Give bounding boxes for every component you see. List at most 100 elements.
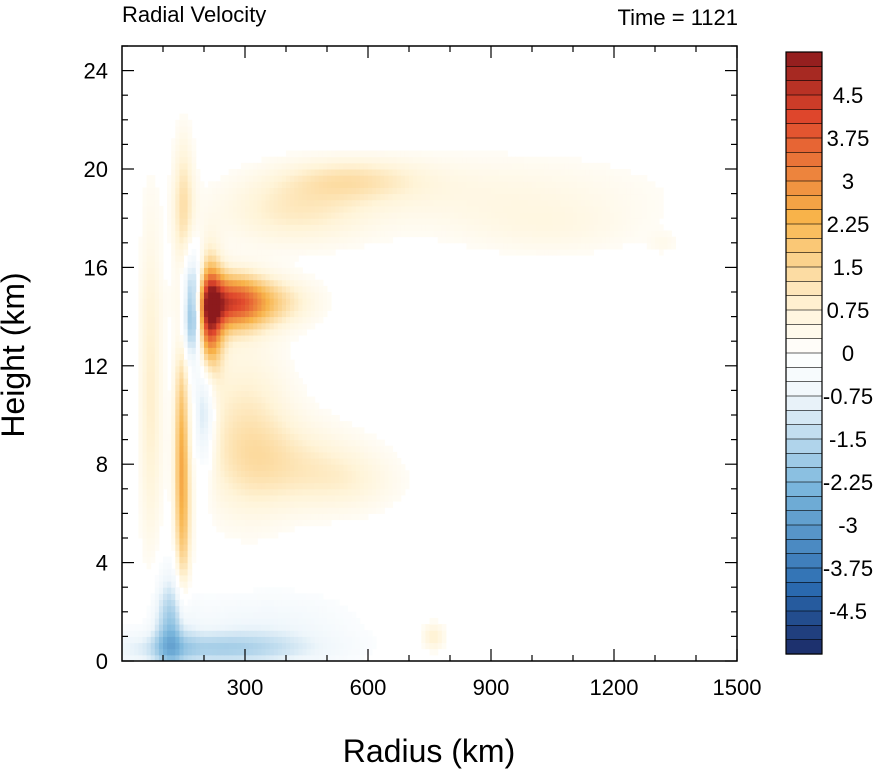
heatmap-cell bbox=[183, 624, 189, 631]
heatmap-cell bbox=[249, 654, 254, 662]
heatmap-cell bbox=[257, 359, 262, 367]
heatmap-cell bbox=[351, 193, 357, 201]
heatmap-cell bbox=[425, 181, 430, 188]
heatmap-cell bbox=[204, 384, 209, 391]
heatmap-cell bbox=[343, 236, 348, 244]
heatmap-cell bbox=[359, 501, 365, 508]
heatmap-cell bbox=[298, 519, 303, 527]
heatmap-cell bbox=[351, 654, 357, 662]
heatmap-cell bbox=[163, 636, 168, 644]
heatmap-cell bbox=[187, 390, 193, 398]
heatmap-cell bbox=[179, 630, 184, 637]
heatmap-cell bbox=[486, 218, 492, 225]
heatmap-cell bbox=[368, 199, 373, 207]
heatmap-cell bbox=[138, 513, 143, 521]
heatmap-cell bbox=[212, 494, 217, 502]
heatmap-cell bbox=[343, 212, 348, 219]
heatmap-cell bbox=[581, 212, 586, 219]
heatmap-cell bbox=[335, 242, 340, 250]
heatmap-cell bbox=[232, 433, 238, 441]
heatmap-cell bbox=[618, 224, 623, 231]
heatmap-cell bbox=[306, 501, 312, 508]
heatmap-cell bbox=[564, 156, 570, 164]
heatmap-cell bbox=[482, 169, 488, 176]
heatmap-cell bbox=[302, 519, 307, 527]
heatmap-cell bbox=[290, 402, 295, 410]
heatmap-cell bbox=[195, 599, 201, 607]
heatmap-cell bbox=[626, 205, 631, 213]
heatmap-cell bbox=[281, 255, 287, 262]
heatmap-cell bbox=[195, 335, 201, 342]
heatmap-cell bbox=[208, 482, 213, 490]
x-tick-label: 1500 bbox=[713, 675, 762, 700]
heatmap-cell bbox=[318, 150, 324, 158]
heatmap-cell bbox=[396, 470, 402, 477]
heatmap-cell bbox=[158, 568, 164, 576]
heatmap-cell bbox=[294, 298, 299, 305]
heatmap-cell bbox=[474, 230, 480, 238]
heatmap-cell bbox=[171, 248, 176, 256]
heatmap-cell bbox=[302, 513, 307, 521]
heatmap-cell bbox=[310, 445, 316, 453]
heatmap-cell bbox=[642, 175, 648, 182]
colorbar-segment bbox=[785, 582, 823, 598]
heatmap-cell bbox=[343, 611, 348, 619]
heatmap-cell bbox=[228, 310, 234, 318]
heatmap-cell bbox=[331, 630, 336, 637]
heatmap-cell bbox=[339, 636, 344, 644]
heatmap-cell bbox=[302, 169, 307, 176]
heatmap-cell bbox=[208, 205, 213, 213]
heatmap-cell bbox=[240, 193, 246, 201]
heatmap-cell bbox=[175, 384, 180, 391]
heatmap-cell bbox=[368, 205, 373, 213]
heatmap-cell bbox=[277, 292, 283, 299]
heatmap-cell bbox=[154, 199, 160, 207]
heatmap-cell bbox=[146, 642, 152, 650]
heatmap-cell bbox=[310, 427, 316, 434]
heatmap-cell bbox=[318, 162, 324, 170]
heatmap-cell bbox=[515, 236, 521, 244]
heatmap-cell bbox=[183, 162, 189, 170]
heatmap-cell bbox=[261, 501, 266, 508]
heatmap-cell bbox=[179, 187, 184, 195]
heatmap-cell bbox=[142, 525, 148, 533]
heatmap-cell bbox=[339, 150, 344, 158]
heatmap-cell bbox=[429, 193, 435, 201]
heatmap-cell bbox=[228, 445, 234, 453]
heatmap-cell bbox=[327, 476, 332, 484]
heatmap-cell bbox=[302, 205, 307, 213]
heatmap-cell bbox=[560, 187, 566, 195]
heatmap-cell bbox=[372, 507, 377, 514]
heatmap-cell bbox=[372, 199, 377, 207]
heatmap-cell bbox=[396, 482, 402, 490]
heatmap-cell bbox=[363, 451, 369, 459]
heatmap-cell bbox=[220, 328, 225, 336]
heatmap-cell bbox=[175, 408, 180, 416]
heatmap-cell bbox=[331, 488, 336, 496]
heatmap-cell bbox=[339, 624, 344, 631]
heatmap-cell bbox=[249, 322, 254, 330]
heatmap-cell bbox=[392, 488, 398, 496]
colorbar-label: 2.25 bbox=[827, 212, 870, 237]
heatmap-cell bbox=[179, 445, 184, 453]
heatmap-cell bbox=[249, 175, 254, 182]
heatmap-cell bbox=[503, 193, 508, 201]
heatmap-cell bbox=[281, 513, 287, 521]
heatmap-cell bbox=[204, 193, 209, 201]
heatmap-cell bbox=[253, 605, 258, 613]
heatmap-cell bbox=[183, 371, 189, 379]
heatmap-cell bbox=[286, 248, 291, 256]
heatmap-cell bbox=[199, 310, 205, 318]
heatmap-cell bbox=[138, 304, 143, 311]
heatmap-cell bbox=[302, 156, 307, 164]
heatmap-cell bbox=[228, 599, 234, 607]
heatmap-cell bbox=[458, 224, 463, 231]
heatmap-cell bbox=[454, 218, 459, 225]
heatmap-cell bbox=[462, 162, 467, 170]
heatmap-cell bbox=[167, 181, 172, 188]
heatmap-cell bbox=[532, 236, 537, 244]
heatmap-cell bbox=[253, 427, 258, 434]
heatmap-cell bbox=[343, 617, 348, 625]
heatmap-cell bbox=[527, 224, 533, 231]
heatmap-cell bbox=[224, 328, 230, 336]
